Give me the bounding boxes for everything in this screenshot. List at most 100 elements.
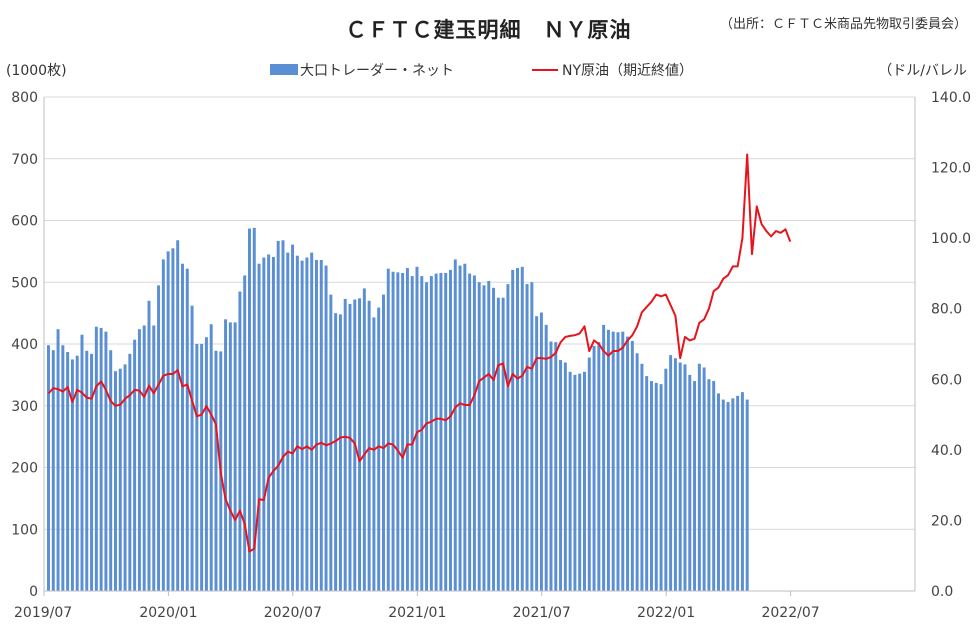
bar bbox=[358, 298, 362, 591]
bar bbox=[602, 324, 606, 591]
bar bbox=[271, 256, 275, 591]
left-tick-label: 500 bbox=[11, 275, 38, 291]
bar bbox=[166, 251, 170, 592]
right-axis-unit: （ドル/バレル bbox=[878, 63, 967, 79]
left-tick-label: 400 bbox=[11, 337, 38, 353]
bar bbox=[477, 282, 481, 591]
x-tick-label: 2021/07 bbox=[513, 605, 571, 621]
bar bbox=[611, 331, 615, 591]
legend-line-swatch bbox=[532, 69, 558, 71]
bar bbox=[640, 363, 644, 591]
right-tick-label: 120.0 bbox=[931, 161, 971, 177]
bar bbox=[137, 329, 141, 591]
bar bbox=[66, 352, 70, 591]
bar bbox=[544, 324, 548, 591]
bar bbox=[645, 376, 649, 591]
axes bbox=[43, 97, 916, 592]
bar bbox=[717, 393, 720, 591]
bar bbox=[678, 362, 682, 591]
x-tick-label: 2019/07 bbox=[14, 605, 72, 621]
bar bbox=[286, 252, 290, 592]
bar bbox=[114, 371, 117, 591]
bar bbox=[683, 364, 687, 591]
bar bbox=[420, 276, 424, 591]
bar bbox=[262, 257, 266, 591]
bar bbox=[228, 322, 232, 591]
bar bbox=[630, 340, 634, 591]
x-tick-label: 2020/07 bbox=[264, 605, 322, 621]
bar bbox=[200, 344, 204, 591]
right-tick-label: 60.0 bbox=[931, 372, 962, 388]
bar bbox=[549, 341, 553, 591]
bar bbox=[248, 228, 251, 591]
bar bbox=[99, 327, 103, 591]
bar bbox=[377, 307, 381, 591]
bar bbox=[726, 402, 730, 591]
bar bbox=[520, 266, 524, 591]
bar bbox=[506, 284, 510, 591]
bar bbox=[315, 260, 318, 591]
bar bbox=[267, 254, 271, 591]
x-tick-label: 2021/01 bbox=[388, 605, 446, 621]
bar bbox=[176, 240, 180, 591]
bar bbox=[573, 374, 577, 592]
bar bbox=[673, 358, 677, 591]
bar bbox=[712, 381, 716, 591]
bar bbox=[415, 266, 419, 591]
bar bbox=[233, 322, 237, 591]
bar bbox=[386, 268, 390, 591]
left-tick-label: 200 bbox=[11, 461, 38, 477]
bar bbox=[118, 368, 122, 591]
bar bbox=[635, 353, 639, 591]
bar bbox=[362, 288, 366, 591]
left-tick-label: 0 bbox=[29, 584, 38, 600]
x-tick-label: 2022/01 bbox=[637, 605, 695, 621]
bar bbox=[382, 294, 385, 591]
bar bbox=[410, 276, 414, 591]
right-tick-label: 0.0 bbox=[931, 584, 953, 600]
bar bbox=[463, 263, 467, 591]
bar bbox=[664, 368, 668, 591]
bar bbox=[133, 339, 137, 591]
bar bbox=[405, 268, 409, 591]
bar bbox=[434, 273, 438, 591]
legend-bar-swatch bbox=[270, 64, 298, 75]
bar bbox=[616, 332, 620, 591]
right-tick-label: 40.0 bbox=[931, 443, 962, 459]
bar bbox=[597, 342, 601, 591]
left-axis-ticks: 0 100 200 300 400 500 600 700 800 bbox=[11, 90, 38, 600]
bar bbox=[152, 325, 156, 591]
bar bbox=[492, 287, 496, 591]
bar bbox=[109, 350, 113, 591]
bar bbox=[324, 265, 328, 591]
line-series bbox=[47, 153, 792, 553]
bar bbox=[516, 268, 519, 591]
bar bbox=[252, 227, 256, 591]
bar bbox=[731, 398, 735, 591]
bar bbox=[449, 269, 452, 591]
bar bbox=[688, 374, 692, 592]
bar bbox=[606, 329, 610, 591]
bar bbox=[539, 312, 543, 591]
bar bbox=[104, 331, 108, 591]
bar bbox=[578, 373, 582, 591]
left-tick-label: 300 bbox=[11, 399, 38, 415]
bar bbox=[90, 353, 94, 591]
bar bbox=[458, 265, 462, 591]
left-tick-label: 700 bbox=[11, 152, 38, 168]
source-note: （出所：ＣＦＴＣ米商品先物取引委員会） bbox=[719, 17, 967, 32]
bar bbox=[181, 263, 184, 591]
right-axis-ticks: 0.0 20.0 40.0 60.0 80.0 100.0 120.0 140.0 bbox=[931, 90, 971, 600]
right-tick-label: 140.0 bbox=[931, 90, 971, 106]
bar bbox=[439, 272, 443, 591]
bar bbox=[85, 350, 89, 591]
bar bbox=[338, 314, 342, 591]
bar bbox=[190, 305, 194, 591]
legend-bar-label: 大口トレーダー・ネット bbox=[300, 63, 454, 79]
left-tick-label: 600 bbox=[11, 214, 38, 230]
bar bbox=[257, 263, 261, 591]
bar bbox=[472, 275, 476, 591]
x-tick-label: 2020/01 bbox=[139, 605, 197, 621]
